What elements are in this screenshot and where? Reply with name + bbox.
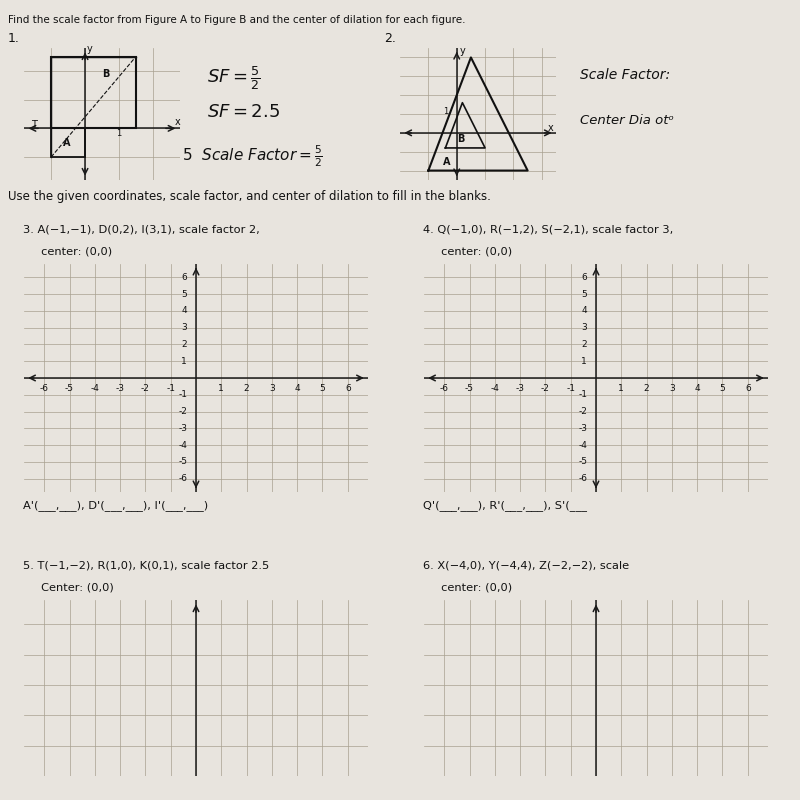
Text: 2: 2 [644, 384, 650, 393]
Text: $SF=2.5$: $SF=2.5$ [207, 103, 280, 122]
Text: -4: -4 [490, 384, 499, 393]
Text: 4: 4 [694, 384, 700, 393]
Text: B: B [102, 69, 110, 78]
Text: A'(___,___), D'(___,___), I'(___,___): A'(___,___), D'(___,___), I'(___,___) [23, 500, 208, 511]
Text: -2: -2 [178, 407, 187, 416]
Text: x: x [547, 123, 554, 133]
Text: Use the given coordinates, scale factor, and center of dilation to fill in the b: Use the given coordinates, scale factor,… [8, 190, 491, 203]
Text: 2: 2 [182, 340, 187, 349]
Text: 5: 5 [182, 290, 187, 298]
Text: center: (0,0): center: (0,0) [423, 582, 512, 593]
Text: 4: 4 [582, 306, 587, 315]
Text: -2: -2 [141, 384, 150, 393]
Text: -3: -3 [578, 424, 587, 433]
Text: -1: -1 [166, 384, 175, 393]
Bar [51, 57, 136, 128]
Text: -2: -2 [578, 407, 587, 416]
Text: $SF=\frac{5}{2}$: $SF=\frac{5}{2}$ [207, 64, 262, 92]
Text: 1: 1 [443, 107, 448, 116]
Text: A: A [442, 157, 450, 167]
Text: 1: 1 [618, 384, 624, 393]
Text: Center: (0,0): Center: (0,0) [23, 582, 114, 593]
Text: -3: -3 [116, 384, 125, 393]
Text: x: x [175, 118, 181, 127]
Text: -6: -6 [178, 474, 187, 483]
Text: 1: 1 [218, 384, 224, 393]
Text: -4: -4 [578, 441, 587, 450]
Text: -4: -4 [178, 441, 187, 450]
Text: 4. Q(−1,0), R(−1,2), S(−2,1), scale factor 3,: 4. Q(−1,0), R(−1,2), S(−2,1), scale fact… [423, 225, 674, 234]
Text: 2.: 2. [384, 32, 396, 45]
Text: -3: -3 [178, 424, 187, 433]
Text: 4: 4 [182, 306, 187, 315]
Text: 5. T(−1,−2), R(1,0), K(0,1), scale factor 2.5: 5. T(−1,−2), R(1,0), K(0,1), scale facto… [23, 561, 270, 570]
Text: 3: 3 [269, 384, 274, 393]
Text: -5: -5 [178, 458, 187, 466]
Text: y: y [86, 44, 93, 54]
Text: -5: -5 [65, 384, 74, 393]
Text: 2: 2 [582, 340, 587, 349]
Text: 2: 2 [244, 384, 250, 393]
Text: 3: 3 [182, 323, 187, 332]
Text: -5: -5 [465, 384, 474, 393]
Text: 6: 6 [345, 384, 350, 393]
Text: center: (0,0): center: (0,0) [423, 246, 512, 257]
Text: -6: -6 [40, 384, 49, 393]
Text: 6. X(−4,0), Y(−4,4), Z(−2,−2), scale: 6. X(−4,0), Y(−4,4), Z(−2,−2), scale [423, 561, 630, 570]
Text: -4: -4 [90, 384, 99, 393]
Text: A: A [63, 138, 70, 147]
Text: -1: -1 [566, 384, 575, 393]
Bar [51, 128, 85, 157]
Text: 5  $\mathit{Scale\ Factor}=\frac{5}{2}$: 5 $\mathit{Scale\ Factor}=\frac{5}{2}$ [182, 143, 323, 169]
Text: -1: -1 [578, 390, 587, 399]
Text: 3: 3 [669, 384, 674, 393]
Text: 6: 6 [182, 273, 187, 282]
Text: -6: -6 [440, 384, 449, 393]
Text: -3: -3 [516, 384, 525, 393]
Text: B: B [457, 134, 464, 144]
Text: Center Dia otᵒ: Center Dia otᵒ [580, 114, 674, 127]
Text: -1: -1 [178, 390, 187, 399]
Text: y: y [459, 46, 466, 56]
Text: T: T [30, 120, 37, 130]
Text: 6: 6 [745, 384, 750, 393]
Text: -5: -5 [578, 458, 587, 466]
Text: Scale Factor:: Scale Factor: [580, 68, 670, 82]
Text: 5: 5 [582, 290, 587, 298]
Text: Find the scale factor from Figure A to Figure B and the center of dilation for e: Find the scale factor from Figure A to F… [8, 15, 466, 25]
Text: 5: 5 [319, 384, 326, 393]
Text: 1: 1 [116, 129, 122, 138]
Text: 3. A(−1,−1), D(0,2), I(3,1), scale factor 2,: 3. A(−1,−1), D(0,2), I(3,1), scale facto… [23, 225, 260, 234]
Text: center: (0,0): center: (0,0) [23, 246, 112, 257]
Text: 1.: 1. [8, 32, 20, 45]
Text: 5: 5 [719, 384, 726, 393]
Text: 1: 1 [182, 357, 187, 366]
Text: 3: 3 [582, 323, 587, 332]
Text: 1: 1 [582, 357, 587, 366]
Text: Q'(___,___), R'(___,___), S'(___: Q'(___,___), R'(___,___), S'(___ [423, 500, 587, 511]
Text: 4: 4 [294, 384, 300, 393]
Text: -6: -6 [578, 474, 587, 483]
Text: 6: 6 [582, 273, 587, 282]
Text: -2: -2 [541, 384, 550, 393]
